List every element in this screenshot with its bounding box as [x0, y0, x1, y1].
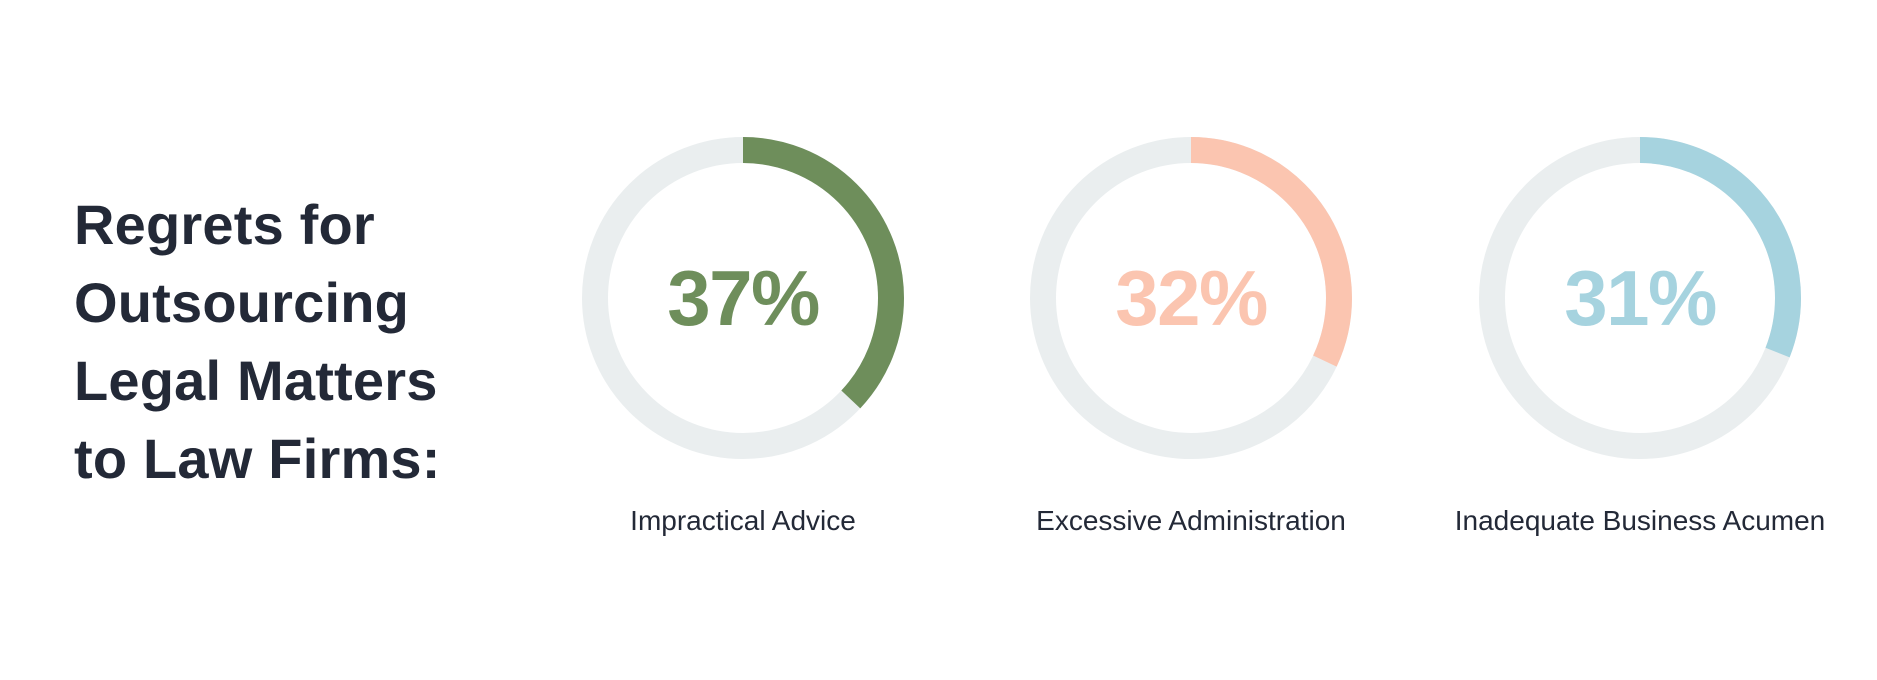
- donut-arc: [582, 137, 904, 459]
- donut-ring: [1479, 137, 1801, 459]
- donut-ring: [1030, 137, 1352, 459]
- page-title-line: Legal Matters: [74, 349, 438, 412]
- page-title-line: Outsourcing: [74, 271, 410, 334]
- donut-arc: [1479, 137, 1801, 459]
- page-title: Regrets for Outsourcing Legal Matters to…: [74, 186, 441, 498]
- donut-label: Inadequate Business Acumen: [1454, 505, 1826, 536]
- page-title-line: to Law Firms:: [74, 427, 441, 490]
- donut-chart-excessive-administration: 32% Excessive Administration: [961, 128, 1421, 558]
- donut-label: Excessive Administration: [1036, 505, 1346, 536]
- page-title-line: Regrets for: [74, 193, 375, 256]
- donut-chart-impractical-advice: 37% Impractical Advice: [513, 128, 973, 558]
- donut-arc: [1030, 137, 1352, 459]
- donut-ring: [582, 137, 904, 459]
- donut-percent-value: 37%: [667, 253, 820, 342]
- donut-chart-inadequate-business-acumen: 31% Inadequate Business Acumen: [1410, 128, 1870, 558]
- donut-percent-value: 32%: [1115, 253, 1268, 342]
- donut-percent-value: 31%: [1564, 253, 1717, 342]
- donut-label: Impractical Advice: [630, 505, 856, 536]
